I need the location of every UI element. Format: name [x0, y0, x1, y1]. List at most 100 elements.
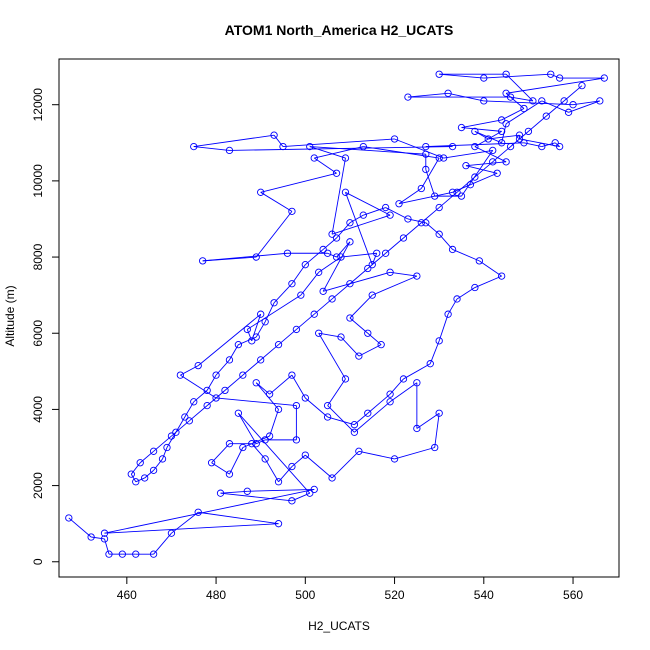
series-line-segment — [439, 73, 484, 79]
data-point — [301, 451, 309, 459]
series-line-segment — [492, 146, 511, 163]
data-point — [319, 287, 327, 295]
data-point — [167, 529, 176, 537]
series-line-segment — [505, 100, 543, 125]
data-point — [172, 428, 180, 436]
series-line-segment — [479, 260, 502, 277]
data-point — [234, 341, 243, 349]
data-point — [471, 173, 479, 181]
series-line-segment — [506, 77, 605, 94]
data-point — [431, 443, 439, 452]
data-point — [350, 420, 359, 429]
series-line-segment — [327, 405, 355, 433]
series-line-segment — [367, 252, 386, 269]
data-point — [212, 394, 220, 402]
series-line-segment — [367, 393, 391, 414]
data-point — [462, 161, 470, 170]
series-line-segment — [416, 412, 440, 429]
series-line-segment — [474, 146, 507, 163]
data-point — [506, 142, 515, 151]
series-line-segment — [153, 435, 172, 452]
data-point — [216, 489, 225, 497]
series-line-segment — [349, 214, 364, 224]
series-line-segment — [256, 439, 266, 445]
x-tick-label: 480 — [206, 588, 226, 602]
series-line-segment — [216, 397, 297, 407]
series-line-segment — [260, 344, 279, 361]
data-point — [194, 508, 202, 516]
series-line-segment — [505, 73, 534, 102]
series-line-segment — [206, 390, 226, 406]
series-line-segment — [247, 488, 315, 492]
series-line-segment — [470, 172, 498, 186]
x-tick-label: 460 — [117, 588, 137, 602]
data-point — [261, 455, 269, 463]
series-line-segment — [313, 157, 337, 174]
data-point — [87, 533, 95, 541]
y-tick-label: 2000 — [31, 472, 45, 499]
x-tick-label: 500 — [295, 588, 315, 602]
data-point — [404, 93, 412, 101]
series-line-segment — [269, 374, 293, 395]
plot-frame — [58, 58, 620, 578]
data-point — [136, 459, 144, 467]
data-point — [489, 146, 497, 155]
data-point — [453, 295, 461, 303]
data-point — [596, 97, 604, 105]
series-points — [65, 70, 608, 558]
y-tick-label: 12000 — [31, 88, 45, 122]
data-point — [502, 120, 510, 128]
series-line-segment — [198, 511, 279, 525]
series-line-segment — [394, 447, 435, 460]
data-point — [381, 203, 390, 212]
data-point — [132, 550, 140, 558]
x-tick-label: 540 — [474, 588, 494, 602]
series-line-segment — [425, 142, 524, 148]
data-point — [167, 432, 176, 440]
data-point — [569, 101, 577, 109]
data-point — [315, 268, 323, 276]
data-point — [404, 215, 412, 223]
data-point — [417, 219, 425, 227]
data-point — [529, 97, 537, 105]
data-point — [163, 443, 171, 452]
data-point — [426, 360, 434, 368]
data-point — [542, 112, 550, 120]
data-point — [359, 142, 367, 151]
series-line-segment — [568, 100, 600, 113]
series-line-segment — [318, 256, 342, 273]
data-point — [288, 497, 296, 505]
series-line-segment — [483, 73, 551, 79]
data-point — [448, 245, 457, 254]
series-line-segment — [189, 405, 208, 422]
series-line-segment — [91, 536, 105, 540]
data-point — [386, 390, 394, 398]
data-point — [199, 257, 207, 265]
data-point — [274, 405, 283, 414]
series-line-segment — [545, 100, 565, 117]
data-point — [413, 424, 421, 433]
data-point — [190, 398, 198, 406]
series-line-segment — [135, 477, 145, 483]
data-point — [422, 165, 430, 174]
data-point — [301, 261, 309, 269]
series-line-segment — [563, 85, 583, 102]
series-line-segment — [291, 374, 306, 399]
series-line-segment — [541, 100, 569, 113]
data-point — [515, 131, 524, 139]
series-line-segment — [349, 268, 369, 285]
data-point — [355, 352, 363, 360]
data-point — [190, 142, 198, 151]
series-line-segment — [273, 283, 293, 304]
data-point — [323, 413, 332, 421]
series-line-segment — [305, 249, 324, 266]
data-point — [323, 401, 332, 410]
data-point — [502, 70, 510, 78]
data-point — [386, 398, 394, 406]
series-line-segment — [349, 317, 369, 334]
data-point — [431, 192, 439, 200]
data-point — [520, 104, 528, 113]
series-line-segment — [363, 207, 386, 216]
data-point — [243, 487, 251, 495]
series-line-segment — [461, 119, 502, 129]
